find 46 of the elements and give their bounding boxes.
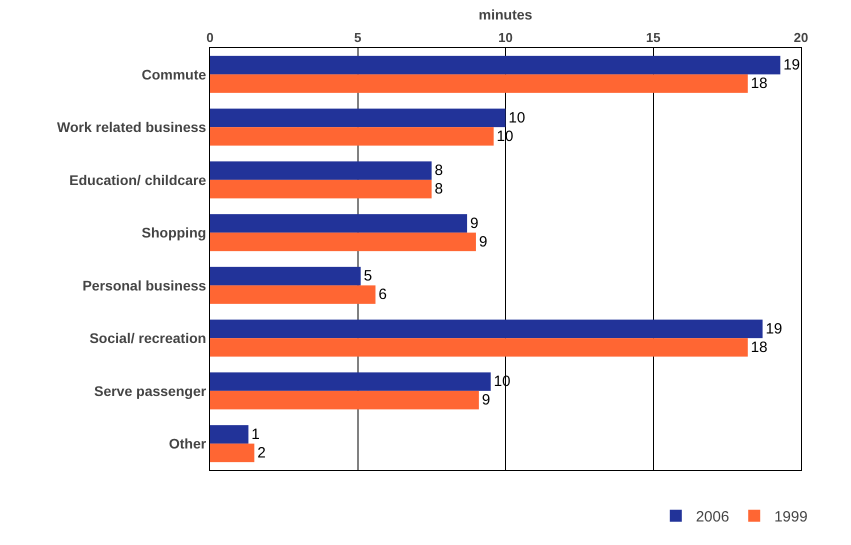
y-tick-label: Work related business bbox=[57, 119, 206, 136]
y-tick-label: Other bbox=[168, 436, 207, 452]
x-tick-label: 15 bbox=[646, 30, 660, 45]
y-tick-label: Commute bbox=[142, 66, 206, 82]
bar bbox=[210, 338, 748, 357]
y-tick-label: Education/ childcare bbox=[69, 172, 206, 188]
bar bbox=[210, 56, 780, 74]
bar bbox=[210, 74, 748, 93]
bar bbox=[210, 127, 494, 146]
x-tick-label: 5 bbox=[354, 30, 362, 45]
y-tick-label: Shopping bbox=[142, 224, 206, 241]
data-label: 10 bbox=[508, 109, 526, 126]
bar bbox=[210, 444, 254, 462]
x-tick-label: 10 bbox=[498, 30, 513, 45]
x-tick-label: 20 bbox=[794, 30, 808, 45]
data-label: 5 bbox=[364, 268, 372, 285]
x-tick-label: 0 bbox=[206, 30, 214, 45]
y-tick-label: Social/ recreation bbox=[89, 330, 206, 346]
data-label: 8 bbox=[434, 180, 443, 198]
x-axis-title: minutes bbox=[478, 6, 533, 22]
data-label: 2 bbox=[257, 444, 266, 462]
data-label: 6 bbox=[378, 286, 387, 304]
data-label: 18 bbox=[750, 75, 768, 92]
bar bbox=[210, 180, 432, 198]
data-label: 18 bbox=[750, 338, 768, 356]
legend-label: 2006 bbox=[696, 508, 730, 526]
legend-label: 1999 bbox=[774, 508, 808, 526]
data-label: 9 bbox=[482, 392, 490, 409]
y-tick-label: Personal business bbox=[82, 277, 206, 294]
data-label: 8 bbox=[434, 162, 443, 180]
data-label: 19 bbox=[783, 56, 800, 74]
data-label: 19 bbox=[766, 320, 782, 338]
data-label: 9 bbox=[470, 214, 478, 232]
bar bbox=[210, 266, 361, 286]
bar bbox=[210, 108, 506, 128]
bar bbox=[210, 425, 248, 444]
bar bbox=[210, 285, 376, 304]
bar bbox=[210, 161, 432, 180]
data-label: 1 bbox=[251, 426, 260, 443]
bar bbox=[210, 390, 479, 410]
bar bbox=[210, 232, 476, 252]
data-label: 9 bbox=[478, 233, 488, 250]
bar bbox=[210, 320, 763, 338]
y-tick-label: Serve passenger bbox=[94, 382, 207, 399]
bar bbox=[210, 372, 491, 391]
bar bbox=[210, 214, 468, 233]
